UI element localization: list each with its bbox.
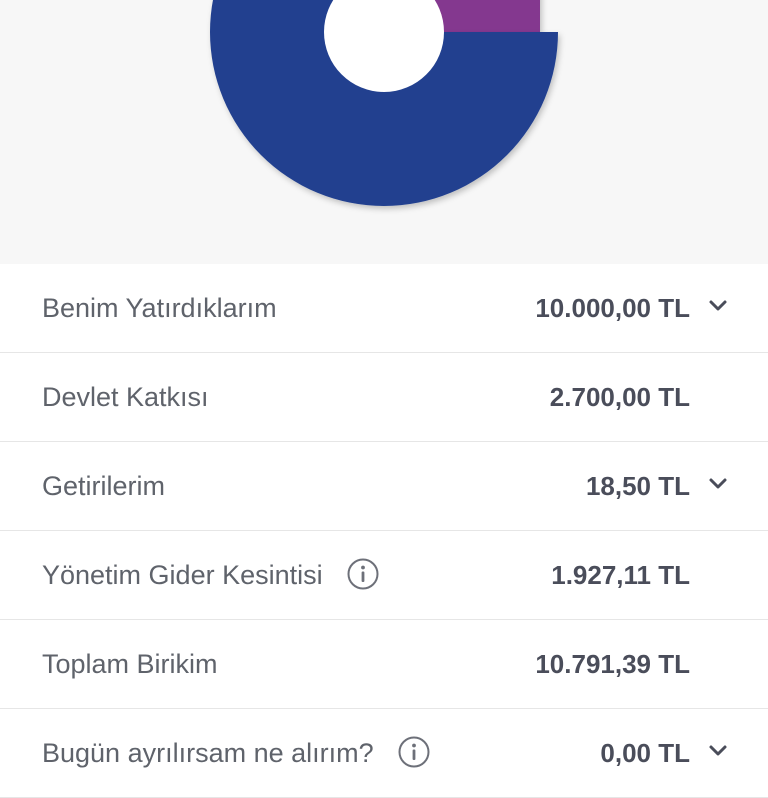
row-value: 10.791,39 TL [535, 649, 690, 679]
chevron-down-icon[interactable] [708, 744, 728, 758]
row-value: 10.000,00 TL [535, 293, 690, 323]
donut-hole [324, 0, 444, 92]
row-value: 1.927,11 TL [551, 560, 690, 590]
row-toplam-birikim: Toplam Birikim 10.791,39 TL [0, 620, 768, 709]
row-getirilerim[interactable]: Getirilerim 18,50 TL [0, 442, 768, 531]
row-label: Bugün ayrılırsam ne alırım? [42, 738, 374, 768]
donut-chart [210, 0, 558, 206]
row-label: Devlet Katkısı [42, 382, 209, 412]
chevron-down-icon[interactable] [708, 299, 728, 313]
chart-slice-benim-yatirdiklarim [210, 0, 558, 206]
row-label-with-info: Bugün ayrılırsam ne alırım? [42, 709, 430, 797]
row-value: 0,00 TL [600, 738, 690, 768]
row-benim-yatirdiklarim[interactable]: Benim Yatırdıklarım 10.000,00 TL [0, 264, 768, 353]
row-label: Yönetim Gider Kesintisi [42, 560, 323, 590]
row-label: Toplam Birikim [42, 649, 218, 679]
info-circle-icon[interactable] [347, 558, 379, 590]
row-label: Getirilerim [42, 471, 166, 501]
row-value: 18,50 TL [585, 471, 690, 501]
row-yonetim-gider-kesintisi: Yönetim Gider Kesintisi 1.927,11 TL [0, 531, 768, 620]
row-bugun-ayrilirsam[interactable]: Bugün ayrılırsam ne alırım? 0,00 TL [0, 709, 768, 798]
summary-list: Benim Yatırdıklarım 10.000,00 TL Devlet … [0, 264, 768, 798]
row-label: Benim Yatırdıklarım [42, 293, 277, 323]
row-value: 2.700,00 TL [549, 382, 690, 412]
chevron-down-icon[interactable] [708, 477, 728, 491]
donut-chart-area [0, 0, 768, 264]
row-devlet-katkisi: Devlet Katkısı 2.700,00 TL [0, 353, 768, 442]
info-circle-icon[interactable] [398, 736, 430, 768]
row-label-with-info: Yönetim Gider Kesintisi [42, 531, 379, 619]
